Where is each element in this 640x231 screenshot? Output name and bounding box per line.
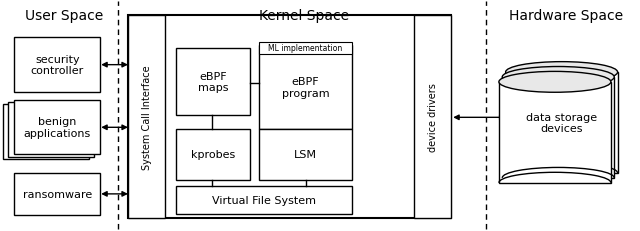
Text: benign
applications: benign applications xyxy=(24,117,91,138)
FancyBboxPatch shape xyxy=(128,16,165,218)
Text: data storage
devices: data storage devices xyxy=(526,112,597,134)
Text: Kernel Space: Kernel Space xyxy=(259,9,349,23)
FancyBboxPatch shape xyxy=(176,129,250,180)
Ellipse shape xyxy=(506,62,618,83)
Text: eBPF
program: eBPF program xyxy=(282,77,330,99)
FancyBboxPatch shape xyxy=(259,129,352,180)
FancyBboxPatch shape xyxy=(14,173,100,215)
Text: User Space: User Space xyxy=(25,9,103,23)
FancyBboxPatch shape xyxy=(128,16,451,218)
FancyBboxPatch shape xyxy=(499,82,611,183)
Text: Virtual File System: Virtual File System xyxy=(212,195,316,205)
FancyBboxPatch shape xyxy=(14,38,100,92)
FancyBboxPatch shape xyxy=(414,16,451,218)
FancyBboxPatch shape xyxy=(502,78,614,178)
Text: ML implementation: ML implementation xyxy=(268,44,343,53)
FancyBboxPatch shape xyxy=(3,105,89,159)
FancyBboxPatch shape xyxy=(14,100,100,155)
FancyBboxPatch shape xyxy=(8,103,94,157)
Text: System Call Interface: System Call Interface xyxy=(141,65,152,169)
Text: device drivers: device drivers xyxy=(428,83,438,152)
FancyBboxPatch shape xyxy=(506,73,618,173)
Text: ransomware: ransomware xyxy=(22,189,92,199)
Ellipse shape xyxy=(499,72,611,93)
FancyBboxPatch shape xyxy=(259,43,352,54)
FancyBboxPatch shape xyxy=(176,186,352,214)
FancyBboxPatch shape xyxy=(176,49,250,116)
Text: kprobes: kprobes xyxy=(191,150,235,160)
FancyBboxPatch shape xyxy=(259,46,352,129)
Text: security
controller: security controller xyxy=(31,55,84,76)
Ellipse shape xyxy=(502,67,614,88)
Text: Hardware Space: Hardware Space xyxy=(509,9,623,23)
Text: LSM: LSM xyxy=(294,150,317,160)
Text: eBPF
maps: eBPF maps xyxy=(198,71,228,93)
